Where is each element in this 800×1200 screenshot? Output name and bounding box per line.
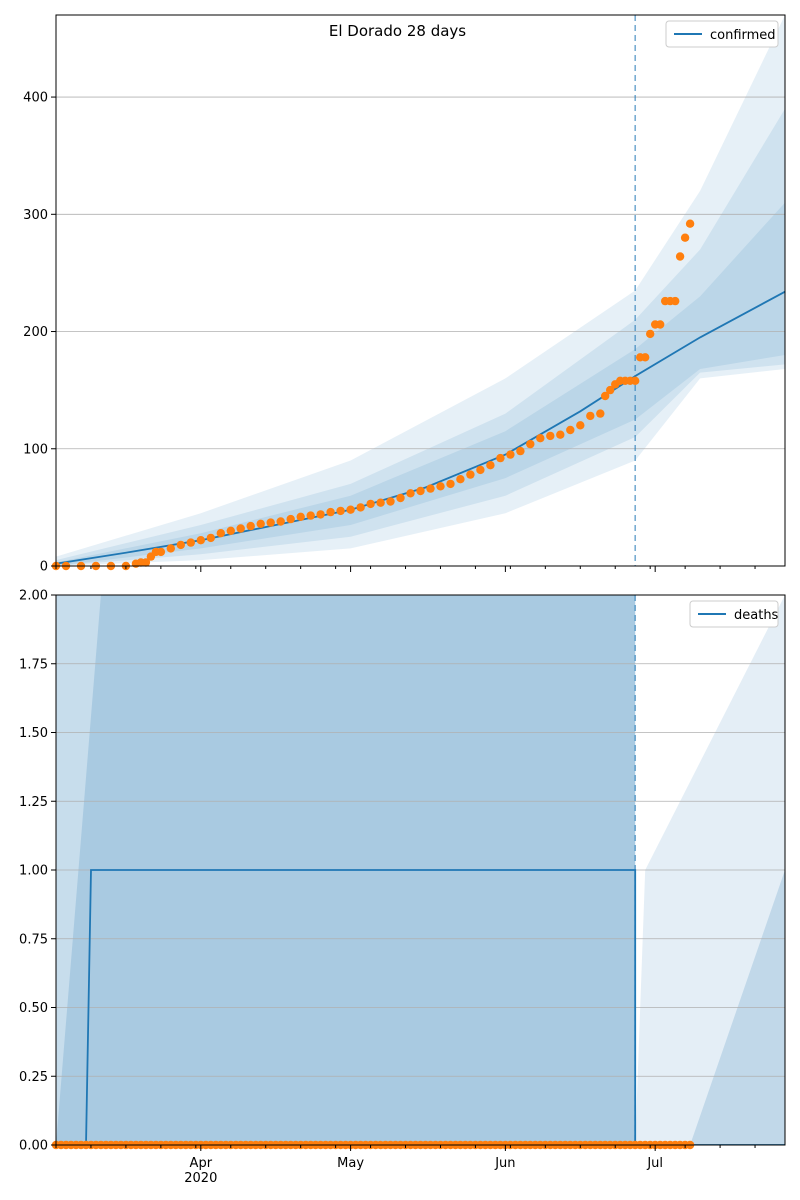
observed-point xyxy=(606,385,615,395)
observed-point xyxy=(306,511,315,520)
confirmed-x-axis xyxy=(55,566,756,572)
observed-point xyxy=(236,524,245,533)
y-tick-label: 0.75 xyxy=(19,932,48,947)
observed-point xyxy=(456,475,465,484)
observed-point xyxy=(671,296,680,306)
y-tick-label: 300 xyxy=(23,208,48,223)
y-tick-label: 400 xyxy=(23,91,48,106)
confirmed-panel: 0 100 200 300 400 El Dorado 28 days confirme… xyxy=(23,14,786,575)
confirmed-axes-frame xyxy=(55,14,786,567)
y-tick-label: 0.25 xyxy=(19,1070,48,1085)
observed-point xyxy=(376,498,385,507)
deaths-legend: deaths xyxy=(689,600,779,628)
observed-point xyxy=(356,503,365,512)
observed-point xyxy=(276,517,285,526)
y-tick-label: 1.25 xyxy=(19,795,48,810)
observed-point xyxy=(596,409,605,418)
series-line-deaths xyxy=(56,869,785,1145)
observed-point xyxy=(546,431,555,441)
chart-title: El Dorado 28 days xyxy=(329,22,466,40)
observed-point xyxy=(496,453,505,463)
observed-point xyxy=(556,430,565,439)
observed-point xyxy=(316,510,325,519)
observed-point xyxy=(296,512,305,521)
deaths-panel: 0.00 0.25 0.50 0.75 1.00 1.25 1.50 1.75 2.00 Apr… xyxy=(19,589,786,1186)
legend-box xyxy=(665,20,779,48)
deaths-line xyxy=(56,869,785,1145)
observed-point xyxy=(286,514,295,524)
observed-point xyxy=(446,479,455,489)
confirmed-grid xyxy=(56,96,785,450)
x-tick-sublabel: 2020 xyxy=(184,1171,217,1186)
observed-point xyxy=(226,526,235,535)
observed-point xyxy=(506,450,515,459)
observed-point xyxy=(156,547,166,557)
observed-point xyxy=(366,499,375,509)
confirmed-y-axis: 0 100 200 300 400 xyxy=(23,91,56,575)
observed-point xyxy=(196,536,205,545)
confirmed-uncertainty-bands xyxy=(56,15,785,566)
observed-point xyxy=(675,252,685,261)
x-tick-label: Jul xyxy=(646,1156,663,1171)
x-tick-label: May xyxy=(337,1156,364,1171)
legend-label-confirmed: confirmed xyxy=(710,28,776,43)
uncertainty-band-1 xyxy=(56,108,785,566)
y-tick-label: 0.00 xyxy=(19,1139,48,1154)
observed-point xyxy=(186,538,195,547)
observed-point xyxy=(426,484,435,493)
observed-point xyxy=(436,482,445,491)
x-tick-label: Jun xyxy=(494,1156,515,1171)
observed-point xyxy=(416,486,425,496)
y-tick-label: 1.50 xyxy=(19,726,48,741)
observed-point xyxy=(266,518,275,527)
legend-label-deaths: deaths xyxy=(734,608,779,623)
observed-point xyxy=(166,544,175,553)
observed-point xyxy=(641,353,650,362)
observed-point xyxy=(406,489,415,498)
observed-point xyxy=(566,425,575,435)
observed-point xyxy=(466,470,475,479)
x-tick-label: Apr xyxy=(190,1156,213,1171)
observed-point xyxy=(680,233,690,242)
observed-point xyxy=(601,391,610,401)
y-tick-label: 0 xyxy=(40,560,48,575)
legend-box xyxy=(689,600,779,628)
observed-point xyxy=(256,519,265,528)
deaths-axes-frame xyxy=(55,594,786,1146)
observed-point xyxy=(396,493,405,503)
observed-point xyxy=(576,421,585,430)
y-tick-label: 1.75 xyxy=(19,657,48,672)
observed-point xyxy=(206,533,215,543)
observed-point xyxy=(176,540,185,550)
observed-point xyxy=(486,461,495,470)
y-tick-label: 1.00 xyxy=(19,864,48,879)
observed-point xyxy=(346,505,355,514)
y-tick-label: 100 xyxy=(23,442,48,457)
y-tick-label: 200 xyxy=(23,325,48,340)
uncertainty-band-0 xyxy=(56,15,785,566)
observed-point xyxy=(516,446,525,456)
observed-point xyxy=(386,497,395,506)
y-tick-label: 0.50 xyxy=(19,1001,48,1016)
observed-point xyxy=(586,411,595,421)
observed-point xyxy=(216,529,225,538)
observed-point xyxy=(685,219,695,228)
observed-point xyxy=(246,521,255,531)
y-tick-label: 2.00 xyxy=(19,589,48,604)
observed-point xyxy=(656,320,665,329)
observed-point xyxy=(141,558,151,567)
observed-point xyxy=(326,507,335,517)
observed-point xyxy=(526,439,535,449)
observed-point xyxy=(336,506,345,516)
observed-point xyxy=(631,376,640,385)
deaths-y-axis: 0.00 0.25 0.50 0.75 1.00 1.25 1.50 1.75 2.00 xyxy=(19,589,56,1154)
observed-point xyxy=(476,465,485,475)
observed-point xyxy=(646,329,655,339)
confirmed-legend: confirmed xyxy=(665,20,779,48)
observed-point xyxy=(536,434,545,443)
